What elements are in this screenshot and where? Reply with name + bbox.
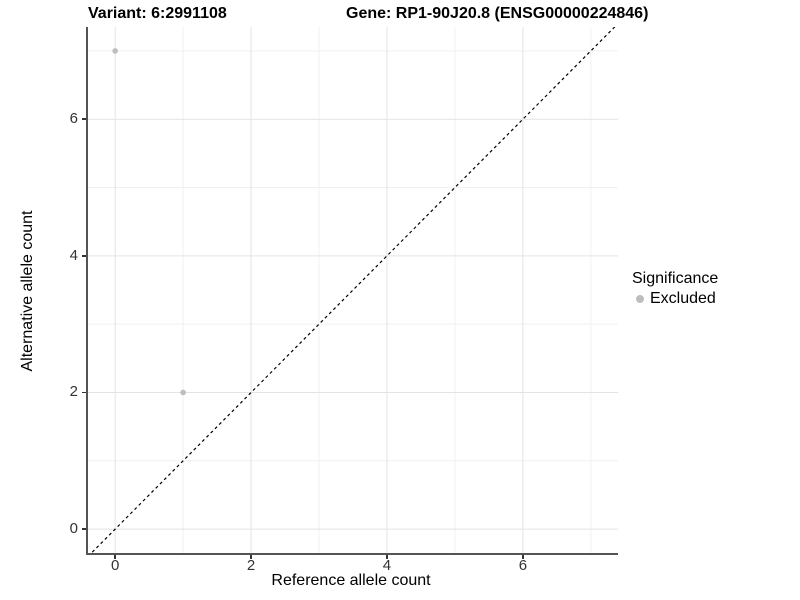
y-tick-label: 6 [69,110,78,128]
plot-title-variant: Variant: 6:2991108 [88,5,227,22]
x-tick-label: 4 [382,557,392,574]
legend-entry: Excluded [632,290,718,308]
data-point [112,48,118,54]
legend-entry-label: Excluded [650,290,716,307]
x-tick-label: 0 [111,557,120,574]
x-tick-mark [250,555,252,559]
y-tick-label: 2 [69,383,78,401]
legend-title: Significance [632,270,719,287]
y-tick-mark [82,255,86,257]
data-point [180,389,186,396]
y-axis-title: Alternative allele count [19,210,36,372]
y-tick-label: 4 [69,246,78,264]
chart-canvas [88,27,618,553]
x-axis-title: Reference allele count [271,572,431,589]
y-tick-label: 0 [69,520,78,538]
x-tick-label: 2 [246,557,256,574]
x-tick-mark [386,555,388,559]
plot-panel [86,27,618,555]
legend-point-swatch [636,295,644,303]
legend: Significance Excluded [632,270,718,308]
y-tick-mark [82,118,86,120]
x-tick-mark [114,555,116,559]
x-tick-label: 6 [518,557,528,574]
identity-reference-line [90,27,616,553]
y-tick-mark [82,391,86,394]
y-tick-mark [82,528,86,530]
x-tick-mark [522,555,524,559]
plot-title-gene: Gene: RP1-90J20.8 (ENSG00000224846) [346,5,649,22]
